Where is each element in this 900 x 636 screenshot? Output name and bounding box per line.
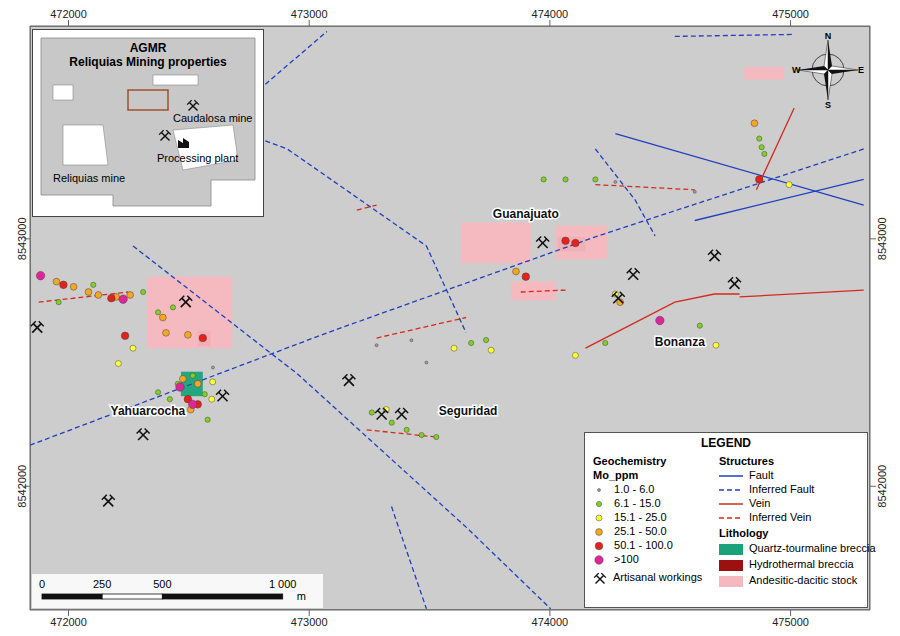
html-text:Lithology: Lithology — [719, 527, 769, 539]
html-text:Fault: Fault — [749, 469, 774, 481]
html-text:50.1 - 100.0: 50.1 - 100.0 — [614, 539, 673, 551]
html-text:Inferred Vein: Inferred Vein — [749, 511, 812, 523]
html-text:Structures: Structures — [719, 455, 774, 467]
html-text:Inferred Fault: Inferred Fault — [749, 483, 815, 495]
html-text:1.0 - 6.0: 1.0 - 6.0 — [614, 483, 655, 495]
html-text:LEGEND: LEGEND — [701, 436, 751, 450]
html-text:25.1 - 50.0: 25.1 - 50.0 — [614, 525, 667, 537]
svg-text:E: E — [858, 65, 864, 75]
svg-text:473000: 473000 — [291, 8, 328, 20]
svg-text:472000: 472000 — [50, 8, 87, 20]
svg-text:AGMR: AGMR — [130, 41, 167, 55]
svg-text:W: W — [792, 65, 801, 75]
html-text:Andesitic-dacitic stock: Andesitic-dacitic stock — [749, 574, 858, 586]
svg-text:472000: 472000 — [50, 616, 87, 628]
svg-text:Processing plant: Processing plant — [157, 152, 238, 164]
html-text:15.1 - 25.0: 15.1 - 25.0 — [614, 511, 667, 523]
html-text:Quartz-tourmaline breccia: Quartz-tourmaline breccia — [749, 542, 876, 554]
svg-text:Bonanza: Bonanza — [655, 335, 705, 349]
svg-text:N: N — [825, 32, 832, 41]
html-text:Hydrothermal breccia: Hydrothermal breccia — [749, 558, 854, 570]
svg-text:Seguridad: Seguridad — [439, 404, 498, 418]
html-text:6.1 - 15.0: 6.1 - 15.0 — [614, 497, 661, 509]
svg-text:S: S — [825, 100, 831, 108]
svg-text:0: 0 — [39, 578, 45, 590]
svg-text:8542000: 8542000 — [16, 465, 28, 508]
svg-text:475000: 475000 — [772, 8, 809, 20]
svg-text:474000: 474000 — [532, 616, 569, 628]
html-text:>100: >100 — [614, 553, 639, 565]
html-text:Vein: Vein — [749, 497, 771, 509]
svg-text:Reliquias mine: Reliquias mine — [53, 172, 125, 184]
svg-text:m: m — [297, 590, 306, 602]
svg-text:8543000: 8543000 — [876, 217, 888, 260]
html-text:Mo_ppm: Mo_ppm — [593, 469, 639, 481]
svg-text:Guanajuato: Guanajuato — [493, 207, 559, 221]
svg-text:Yahuarcocha: Yahuarcocha — [111, 404, 186, 418]
svg-text:500: 500 — [153, 578, 171, 590]
html-text:Artisanal workings: Artisanal workings — [613, 571, 703, 583]
svg-text:8543000: 8543000 — [16, 217, 28, 260]
html-text:Geochemistry: Geochemistry — [593, 455, 667, 467]
svg-text:473000: 473000 — [291, 616, 328, 628]
svg-text:Caudalosa mine: Caudalosa mine — [173, 112, 253, 124]
svg-text:474000: 474000 — [532, 8, 569, 20]
svg-text:Reliquias Mining properties: Reliquias Mining properties — [69, 55, 227, 69]
svg-text:1 000: 1 000 — [269, 578, 297, 590]
svg-text:8542000: 8542000 — [876, 465, 888, 508]
svg-text:475000: 475000 — [772, 616, 809, 628]
svg-text:250: 250 — [93, 578, 111, 590]
